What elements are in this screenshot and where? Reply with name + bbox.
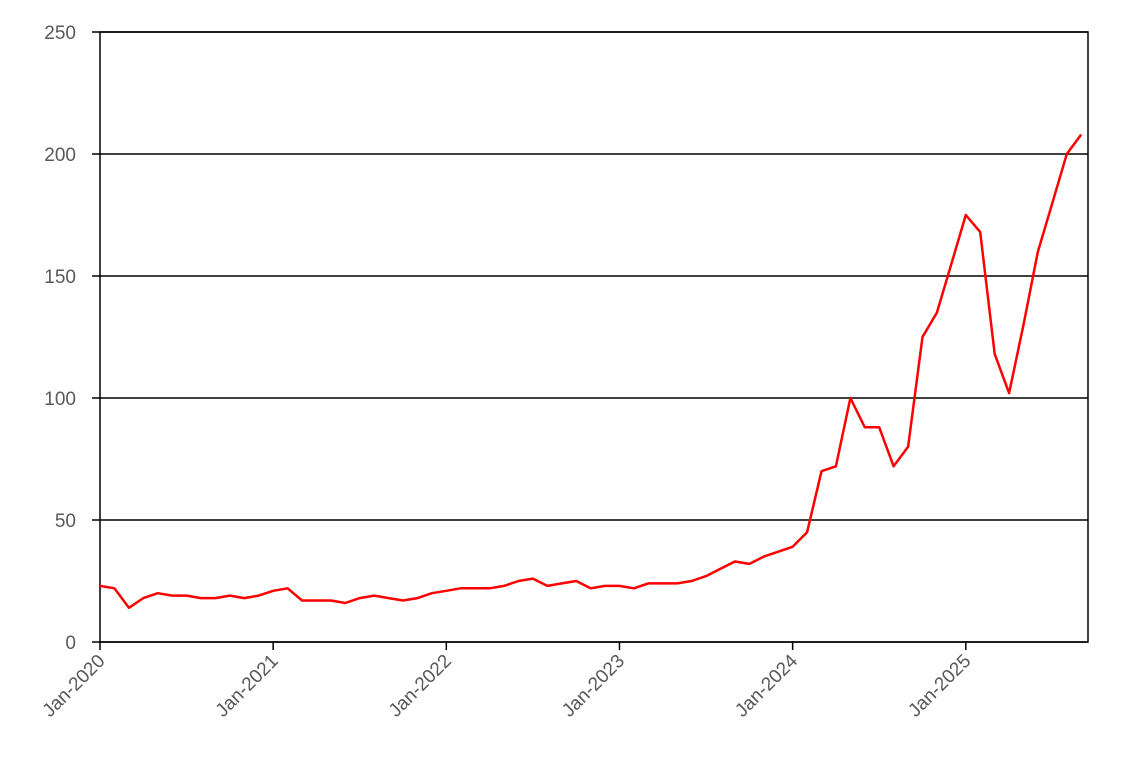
y-tick-label: 200 [44, 145, 76, 166]
line [99, 133, 1083, 610]
plot-frame [99, 31, 1089, 643]
y-tick-label: 250 [44, 23, 76, 44]
y-tick-label: 150 [44, 267, 76, 288]
x-tick-label: Jan-2020 [39, 651, 110, 722]
x-tick-label: Jan-2022 [385, 651, 456, 722]
x-tick-label: Jan-2024 [731, 650, 802, 721]
y-tick-label: 50 [55, 511, 76, 532]
x-tick-label: Jan-2021 [212, 651, 283, 722]
x-tick-label: Jan-2023 [558, 651, 629, 722]
y-tick-label: 0 [65, 633, 76, 654]
x-tick-label: Jan-2025 [904, 651, 975, 722]
y-tick-label: 100 [44, 389, 76, 410]
